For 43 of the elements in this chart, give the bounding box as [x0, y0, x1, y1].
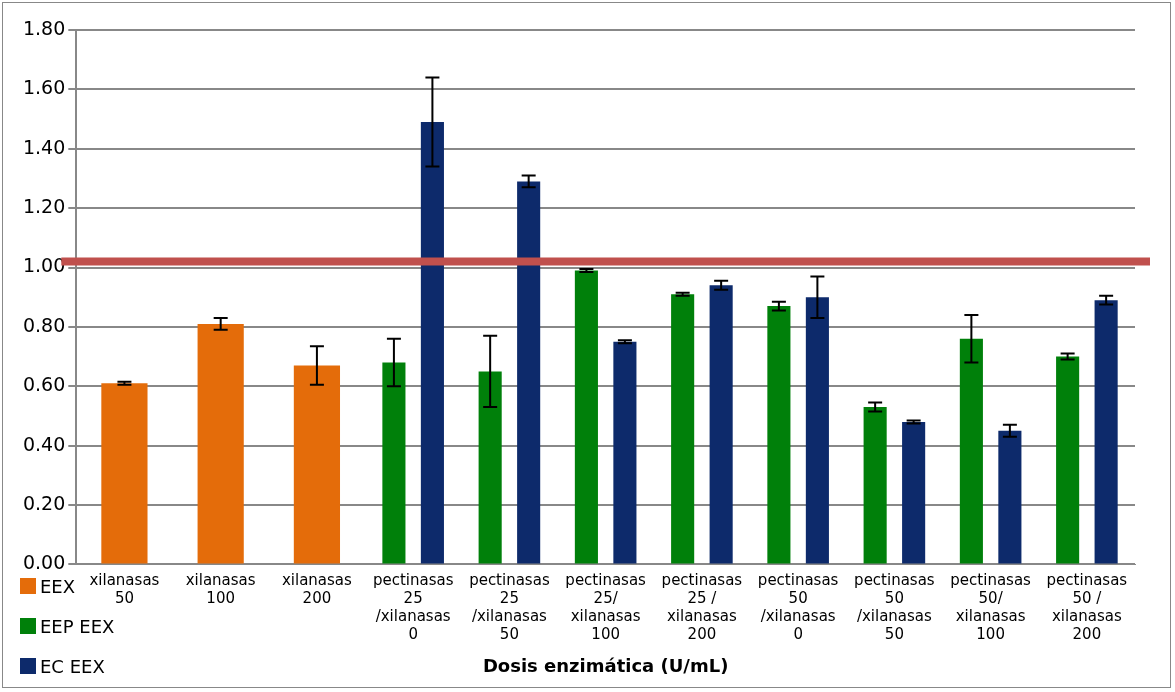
bar [767, 306, 791, 564]
x-tick-label: pectinasas 50 /xilanasas 0 [757, 571, 839, 644]
y-tick-label: 0.40 [22, 432, 66, 455]
x-tick-label: pectinasas 50/ xilanasas 100 [950, 571, 1032, 644]
bar [998, 430, 1022, 564]
bar [382, 362, 406, 564]
x-tick-label: pectinasas 50 /xilanasas 50 [854, 571, 935, 644]
x-tick-label: xilanasas 200 [281, 571, 353, 608]
bar [420, 122, 444, 564]
y-tick-label: 1.80 [22, 16, 66, 39]
bar [517, 181, 541, 564]
y-tick-label: 1.60 [22, 76, 66, 99]
x-tick-label: xilanasas 100 [185, 571, 256, 608]
bar [613, 341, 637, 564]
bar [1056, 356, 1080, 564]
x-tick-label: pectinasas 25 /xilanasas 50 [469, 571, 550, 644]
x-axis-title: Dosis enzimática (U/mL) [482, 654, 729, 676]
x-tick-label: pectinasas 25/ xilanasas 100 [565, 571, 647, 644]
bar [863, 407, 887, 564]
bar [671, 294, 695, 564]
bar [959, 338, 983, 564]
bar [1094, 300, 1118, 564]
y-tick-label: 0.60 [22, 373, 66, 396]
y-tick-label: 0.80 [22, 313, 66, 336]
legend-label: EEP EEX [40, 615, 115, 637]
x-tick-label: pectinasas 25 /xilanasas 0 [372, 571, 454, 644]
x-tick-label: xilanasas 50 [89, 571, 160, 608]
bar [293, 365, 341, 564]
bar [805, 297, 829, 564]
y-tick-label: 1.40 [22, 135, 66, 158]
bar [574, 270, 598, 564]
x-tick-label: pectinasas 50 / xilanasas 200 [1046, 571, 1128, 644]
bar [101, 383, 148, 564]
legend-label: EC EEX [40, 655, 105, 677]
bar [197, 323, 244, 564]
y-tick-label: 0.00 [22, 551, 66, 574]
x-tick-label: pectinasas 25 / xilanasas 200 [661, 571, 743, 644]
legend-label: EEX [40, 575, 76, 597]
y-tick-label: 0.20 [22, 491, 66, 514]
bar [478, 371, 502, 564]
bar [709, 285, 733, 564]
bar [902, 421, 926, 564]
y-tick-label: 1.20 [22, 195, 66, 218]
